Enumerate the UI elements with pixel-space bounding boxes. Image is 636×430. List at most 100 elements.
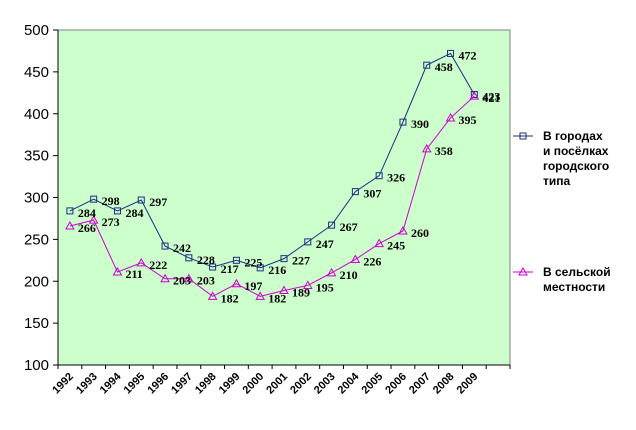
data-point-marker [209, 263, 217, 271]
data-label: 195 [316, 280, 334, 294]
legend-label: и посёлках [543, 144, 609, 158]
data-label: 260 [411, 226, 429, 240]
x-tick-label: 2006 [383, 371, 409, 397]
data-point-marker [328, 221, 336, 229]
data-point-marker [279, 285, 289, 294]
x-tick-label: 1996 [145, 371, 171, 397]
data-label: 216 [268, 263, 286, 277]
data-point-marker [447, 49, 455, 57]
data-point-marker [375, 172, 383, 180]
data-point-marker [232, 256, 240, 264]
data-label: 217 [221, 262, 239, 276]
data-point-marker [302, 280, 313, 289]
plot-area [57, 29, 511, 366]
x-tick-label: 2005 [359, 371, 385, 397]
data-label: 284 [125, 206, 143, 220]
data-label: 227 [292, 254, 310, 268]
data-point-marker [161, 242, 169, 250]
legend-marker-2 [518, 266, 528, 276]
data-label: 421 [482, 91, 500, 105]
data-point-marker [183, 273, 194, 283]
data-point-marker [207, 291, 218, 300]
data-label: 284 [78, 206, 96, 220]
data-label: 390 [411, 117, 429, 131]
y-tick-label: 300 [24, 190, 49, 207]
data-label: 395 [459, 113, 477, 127]
data-label: 247 [316, 237, 334, 251]
x-tick-label: 2003 [312, 371, 338, 397]
data-point-marker [280, 255, 288, 263]
y-tick-label: 200 [24, 273, 49, 290]
data-point-marker [423, 61, 431, 69]
x-tick-label: 2002 [288, 371, 314, 397]
y-tick-label: 150 [24, 315, 49, 332]
x-tick-label: 1993 [74, 371, 100, 397]
y-tick-label: 250 [24, 231, 49, 248]
y-tick-label: 450 [24, 64, 49, 81]
data-label: 326 [387, 171, 405, 185]
data-point-marker [113, 207, 121, 215]
x-tick-label: 1999 [217, 371, 243, 397]
data-point-marker [374, 238, 385, 248]
x-tick-label: 1995 [122, 371, 148, 397]
x-tick-label: 2009 [455, 371, 481, 397]
data-label: 297 [149, 195, 167, 209]
data-label: 197 [244, 279, 262, 293]
x-tick-label: 2007 [407, 371, 433, 397]
data-point-marker [136, 257, 147, 267]
data-label: 182 [268, 291, 286, 305]
y-tick-label: 350 [24, 148, 49, 165]
data-label: 472 [459, 48, 477, 62]
data-point-marker [160, 273, 170, 283]
data-label: 189 [292, 285, 310, 299]
data-label: 228 [197, 253, 215, 267]
data-label: 203 [173, 274, 191, 288]
data-label: 242 [173, 241, 191, 255]
x-tick-label: 2008 [431, 371, 457, 397]
data-point-marker [326, 267, 337, 277]
legend-label: типа [543, 174, 571, 188]
data-point-marker [256, 264, 264, 272]
x-tick-label: 2001 [264, 371, 290, 397]
data-label: 226 [363, 254, 381, 268]
data-point-marker [421, 143, 432, 153]
data-point-marker [231, 278, 242, 288]
y-tick-label: 100 [24, 357, 49, 374]
data-point-marker [304, 238, 312, 246]
x-tick-label: 1998 [193, 371, 219, 397]
legend-label: местности [543, 280, 605, 294]
data-label: 245 [387, 239, 405, 253]
x-tick-label: 2000 [241, 371, 267, 397]
x-tick-label: 1992 [50, 371, 76, 397]
data-label: 225 [244, 255, 262, 269]
data-point-marker [88, 215, 99, 224]
data-label: 266 [78, 221, 96, 235]
data-point-marker [90, 195, 98, 203]
series-line-2 [69, 95, 475, 297]
data-label: 298 [102, 194, 120, 208]
data-point-marker [398, 225, 408, 235]
x-tick-label: 2004 [336, 370, 362, 396]
data-point-marker [185, 254, 193, 262]
data-point-marker [137, 196, 145, 204]
data-point-marker [445, 112, 456, 122]
data-point-marker [255, 291, 266, 300]
data-label: 458 [435, 60, 453, 74]
data-point-marker [350, 254, 361, 263]
data-point-marker [112, 267, 123, 276]
legend-marker-1 [519, 132, 527, 140]
series-line-1 [69, 52, 475, 269]
y-tick-label: 500 [24, 22, 49, 39]
data-label: 423 [482, 89, 500, 103]
data-point-marker [469, 91, 480, 100]
data-point-marker [399, 118, 407, 126]
data-point-marker [65, 220, 75, 230]
data-label: 211 [125, 267, 142, 281]
data-label: 358 [435, 144, 453, 158]
data-label: 222 [149, 258, 167, 272]
legend-label: В городах [543, 129, 603, 143]
data-label: 210 [340, 268, 358, 282]
data-point-marker [66, 207, 74, 215]
